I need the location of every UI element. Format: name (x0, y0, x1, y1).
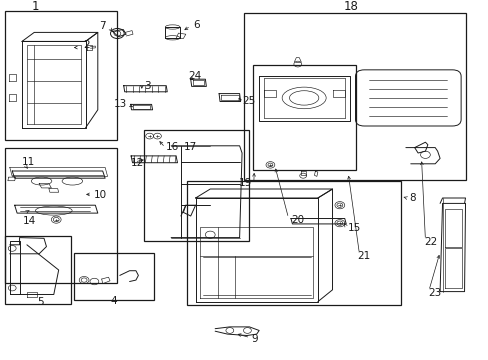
Text: 20: 20 (291, 215, 304, 225)
Text: 4: 4 (110, 296, 117, 306)
Bar (5, 148, 117, 283)
Bar (74, 253, 154, 300)
Bar (5, 11, 117, 140)
Text: 17: 17 (183, 142, 197, 152)
Text: 2: 2 (83, 40, 90, 50)
Text: 15: 15 (347, 222, 361, 233)
Bar (144, 130, 249, 241)
Text: 1: 1 (31, 0, 39, 13)
Text: 23: 23 (427, 288, 440, 298)
Text: 14: 14 (22, 216, 36, 226)
Bar (186, 181, 400, 305)
Bar (253, 65, 355, 170)
Text: 19: 19 (239, 178, 252, 188)
Text: 22: 22 (424, 237, 437, 247)
Bar (5, 236, 71, 304)
Text: 11: 11 (21, 157, 35, 167)
Text: 21: 21 (356, 251, 369, 261)
Bar (244, 13, 465, 180)
Text: 13: 13 (114, 99, 127, 109)
Text: 6: 6 (193, 20, 200, 30)
Text: 18: 18 (343, 0, 358, 13)
Text: 3: 3 (144, 81, 151, 91)
Text: 7: 7 (99, 21, 105, 31)
Text: 8: 8 (408, 193, 415, 203)
Text: 25: 25 (242, 96, 255, 106)
Text: 24: 24 (187, 71, 201, 81)
Text: 5: 5 (37, 297, 43, 307)
Text: 9: 9 (251, 334, 258, 345)
Text: 10: 10 (94, 190, 107, 200)
Text: 12: 12 (130, 158, 143, 168)
Text: 16: 16 (166, 142, 179, 152)
